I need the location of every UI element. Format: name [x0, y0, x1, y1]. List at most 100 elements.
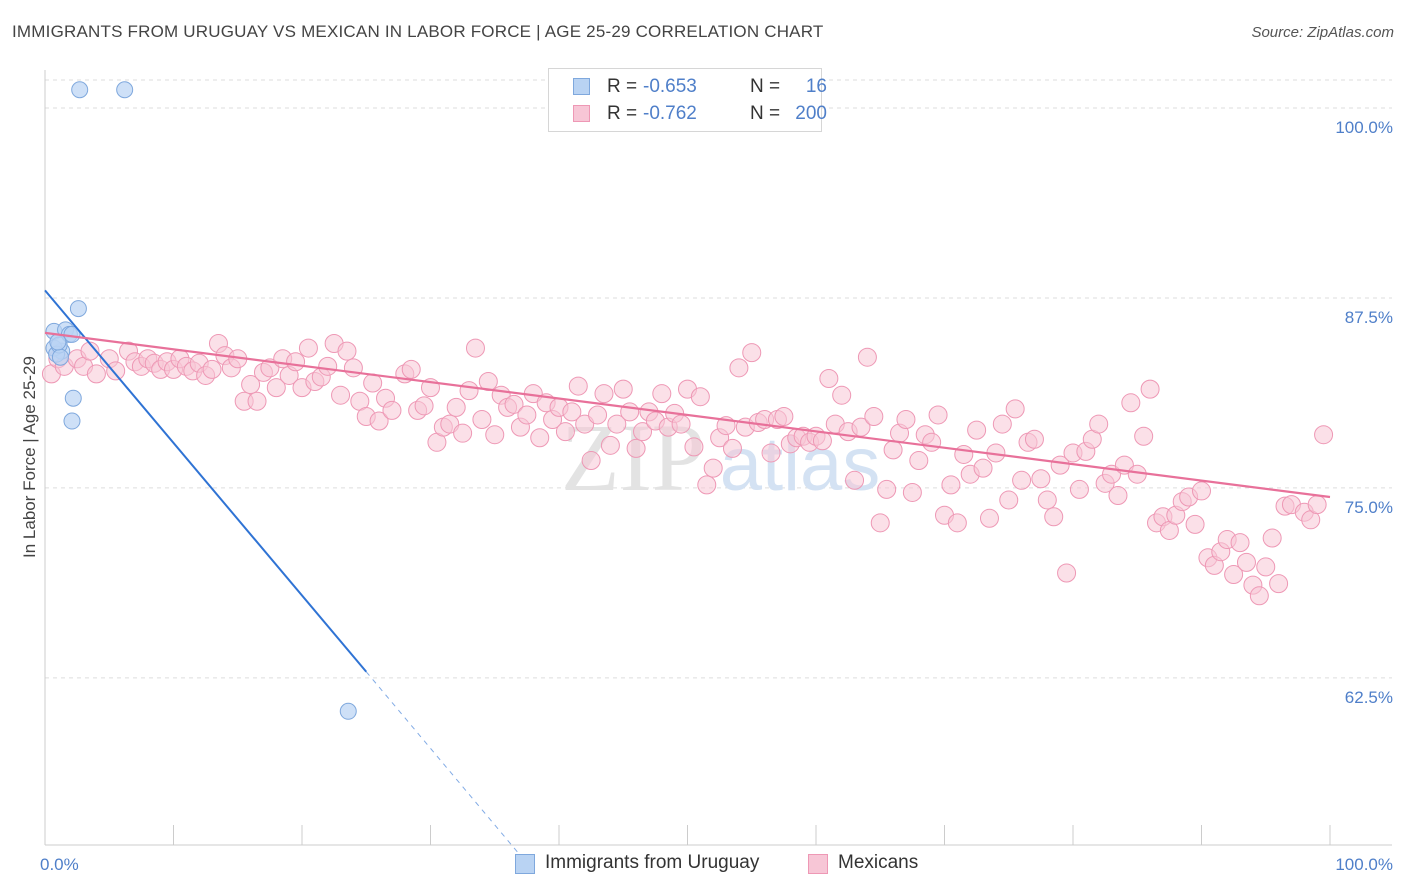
- data-point-mexicans: [106, 361, 126, 381]
- data-point-mexicans: [440, 414, 460, 434]
- data-point-mexicans: [485, 425, 505, 445]
- source-credit: Source: ZipAtlas.com: [1251, 24, 1394, 41]
- data-point-mexicans: [697, 475, 717, 495]
- data-point-mexicans: [286, 352, 306, 372]
- data-point-mexicans: [947, 513, 967, 533]
- data-point-mexicans: [671, 414, 691, 434]
- data-point-mexicans: [1134, 426, 1154, 446]
- data-point-mexicans: [652, 384, 672, 404]
- data-point-mexicans: [626, 438, 646, 458]
- data-point-uruguay: [64, 389, 82, 407]
- data-point-mexicans: [877, 479, 897, 499]
- data-point-mexicans: [1314, 425, 1334, 445]
- data-point-mexicans: [896, 410, 916, 430]
- data-point-mexicans: [562, 402, 582, 422]
- data-point-mexicans: [870, 513, 890, 533]
- data-point-mexicans: [864, 406, 884, 426]
- bottom-legend-swatch-pink: [808, 854, 828, 874]
- data-point-mexicans: [1037, 490, 1057, 510]
- data-point-mexicans: [999, 490, 1019, 510]
- data-point-uruguay: [71, 81, 89, 99]
- data-point-mexicans: [86, 364, 106, 384]
- data-point-mexicans: [1121, 393, 1141, 413]
- data-point-mexicans: [472, 410, 492, 430]
- data-point-mexicans: [761, 443, 781, 463]
- data-point-mexicans: [902, 482, 922, 502]
- data-point-mexicans: [722, 438, 742, 458]
- legend-n-value: 16: [805, 76, 827, 97]
- data-point-mexicans: [568, 376, 588, 396]
- data-point-mexicans: [594, 384, 614, 404]
- data-point-mexicans: [845, 470, 865, 490]
- y-tick-label: 100.0%: [1335, 118, 1393, 137]
- data-point-mexicans: [992, 414, 1012, 434]
- data-point-mexicans: [1269, 574, 1289, 594]
- data-point-uruguay: [63, 412, 81, 430]
- data-point-mexicans: [331, 385, 351, 405]
- data-point-mexicans: [266, 378, 286, 398]
- data-point-mexicans: [729, 358, 749, 378]
- chart-title: IMMIGRANTS FROM URUGUAY VS MEXICAN IN LA…: [12, 22, 824, 41]
- data-point-mexicans: [819, 368, 839, 388]
- legend-n-label: N =: [750, 76, 781, 97]
- legend-n-label: N =: [750, 103, 781, 124]
- data-point-mexicans: [401, 359, 421, 379]
- data-point-mexicans: [504, 394, 524, 414]
- data-point-mexicans: [928, 405, 948, 425]
- data-point-mexicans: [465, 338, 485, 358]
- trend-line-uruguay-extension: [365, 671, 528, 864]
- data-point-mexicans: [1050, 455, 1070, 475]
- y-tick-label: 87.5%: [1345, 308, 1393, 327]
- data-point-uruguay: [69, 300, 87, 318]
- data-point-mexicans: [414, 396, 434, 416]
- data-point-mexicans: [1005, 399, 1025, 419]
- data-point-mexicans: [1230, 533, 1250, 553]
- legend-r-value: -0.762: [643, 103, 697, 124]
- bottom-legend-swatch-blue: [515, 854, 535, 874]
- data-point-mexicans: [1089, 414, 1109, 434]
- data-point-mexicans: [247, 391, 267, 411]
- series-mexicans: [41, 334, 1334, 606]
- data-point-mexicans: [690, 387, 710, 407]
- data-point-mexicans: [909, 451, 929, 471]
- data-point-mexicans: [382, 400, 402, 420]
- data-point-mexicans: [857, 347, 877, 367]
- y-axis-label: In Labor Force | Age 25-29: [20, 356, 39, 558]
- data-point-mexicans: [260, 358, 280, 378]
- trend-lines: [44, 289, 1331, 864]
- data-point-mexicans: [1262, 528, 1282, 548]
- data-point-mexicans: [607, 414, 627, 434]
- data-point-uruguay: [339, 702, 357, 720]
- data-point-mexicans: [967, 420, 987, 440]
- y-tick-label: 75.0%: [1345, 498, 1393, 517]
- data-point-mexicans: [1044, 507, 1064, 527]
- legend-swatch-pink: [573, 105, 590, 122]
- data-point-mexicans: [812, 431, 832, 451]
- data-point-mexicans: [1140, 379, 1160, 399]
- data-point-mexicans: [337, 341, 357, 361]
- bottom-legend-label: Immigrants from Uruguay: [545, 852, 760, 873]
- data-point-mexicans: [1108, 485, 1128, 505]
- data-point-mexicans: [517, 405, 537, 425]
- data-point-mexicans: [318, 356, 338, 376]
- data-point-mexicans: [581, 451, 601, 471]
- data-point-mexicans: [1192, 481, 1211, 501]
- data-point-mexicans: [459, 381, 479, 401]
- data-point-mexicans: [530, 428, 550, 448]
- data-point-mexicans: [298, 338, 318, 358]
- data-point-mexicans: [588, 405, 608, 425]
- data-point-mexicans: [575, 414, 595, 434]
- axis-labels: 62.5% 75.0% 87.5% 100.0% 0.0% 100.0% In Labor …: [20, 118, 1393, 874]
- data-point-uruguay: [51, 348, 69, 366]
- data-point-mexicans: [555, 422, 575, 442]
- data-point-mexicans: [684, 437, 704, 457]
- data-point-mexicans: [979, 508, 999, 528]
- data-point-mexicans: [973, 458, 993, 478]
- data-point-mexicans: [620, 402, 640, 422]
- data-point-mexicans: [1307, 495, 1327, 515]
- bottom-legend-label: Mexicans: [838, 852, 919, 873]
- trend-line-uruguay: [44, 289, 368, 673]
- trend-line-mexicans: [44, 331, 1331, 499]
- data-point-mexicans: [1236, 552, 1256, 572]
